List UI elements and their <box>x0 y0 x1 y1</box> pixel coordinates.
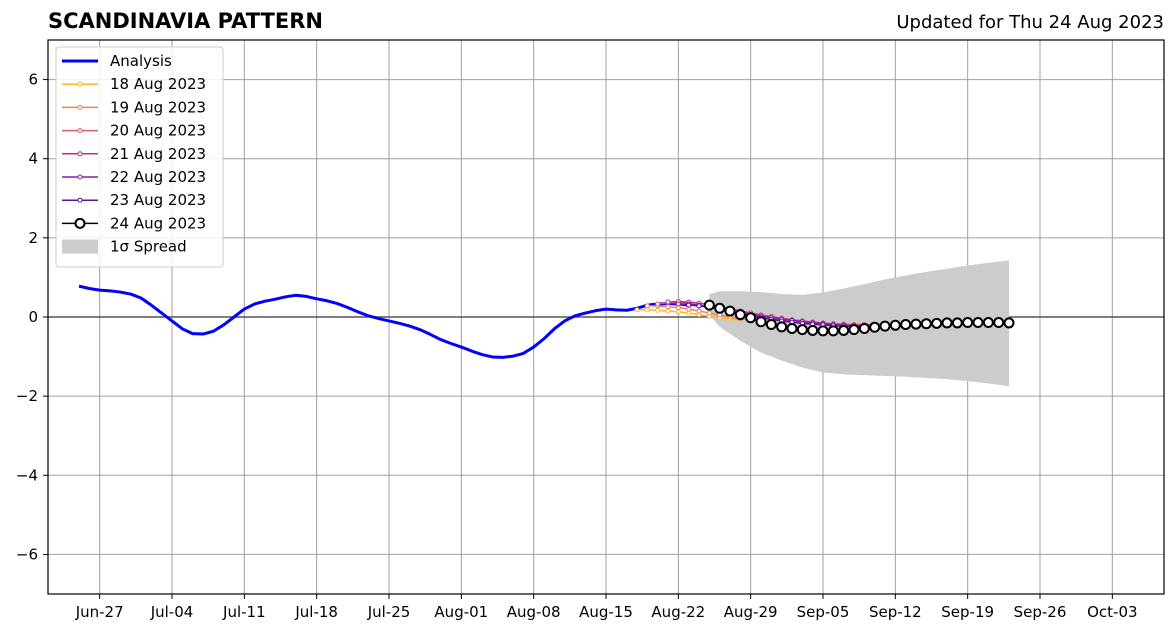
y-tick-label: −2 <box>16 387 38 405</box>
latest-forecast-point <box>900 319 912 331</box>
legend-label: 19 Aug 2023 <box>110 98 206 116</box>
latest-forecast-point <box>1003 317 1015 329</box>
forecast-point <box>686 310 692 316</box>
latest-forecast-point <box>724 305 736 317</box>
x-tick-label: Jun-27 <box>75 603 124 621</box>
x-tick-label: Jul-04 <box>150 603 194 621</box>
x-tick-label: Sep-26 <box>1014 603 1067 621</box>
latest-forecast-point <box>786 322 798 334</box>
forecast-point <box>644 307 650 313</box>
x-tick-label: Jul-11 <box>222 603 266 621</box>
legend-label: 1σ Spread <box>110 238 187 256</box>
latest-forecast-point <box>910 318 922 330</box>
forecast-point <box>655 307 661 313</box>
latest-forecast-point <box>858 322 870 334</box>
legend-marker <box>77 174 83 180</box>
legend-label: 23 Aug 2023 <box>110 191 206 209</box>
x-tick-label: Sep-19 <box>941 603 994 621</box>
latest-forecast-point <box>993 317 1005 329</box>
legend-swatch-spread <box>62 239 98 254</box>
legend-marker <box>77 104 83 110</box>
forecast-point <box>634 307 640 313</box>
forecast-point <box>665 299 671 305</box>
forecast-point <box>696 308 702 314</box>
latest-forecast-point <box>765 319 777 331</box>
latest-forecast-point <box>827 325 839 337</box>
forecast-point <box>665 304 671 310</box>
x-tick-label: Aug-15 <box>579 603 633 621</box>
latest-forecast-point <box>848 324 860 336</box>
forecast-point <box>686 302 692 308</box>
latest-forecast-point <box>734 309 746 321</box>
x-tick-label: Aug-29 <box>724 603 778 621</box>
x-tick-label: Aug-08 <box>507 603 561 621</box>
latest-forecast-point <box>776 321 788 333</box>
y-tick-label: 6 <box>28 71 38 89</box>
forecast-point <box>675 301 681 307</box>
y-tick-label: 0 <box>28 308 38 326</box>
y-tick-label: −6 <box>16 545 38 563</box>
latest-forecast-point <box>817 325 829 337</box>
chart-title: SCANDINAVIA PATTERN <box>48 9 323 33</box>
forecast-point <box>706 310 712 316</box>
latest-forecast-point <box>755 316 767 328</box>
legend-marker <box>77 81 83 87</box>
legend-label: 24 Aug 2023 <box>110 214 206 232</box>
legend-label: 22 Aug 2023 <box>110 168 206 186</box>
latest-forecast-point <box>951 317 963 329</box>
latest-forecast-point <box>941 317 953 329</box>
series-line-analysis <box>78 284 689 359</box>
latest-forecast-point <box>889 319 901 331</box>
y-tick-label: 4 <box>28 150 38 168</box>
latest-forecast-point <box>972 317 984 329</box>
latest-forecast-point <box>982 317 994 329</box>
legend-label: Analysis <box>110 52 172 70</box>
legend-marker <box>77 197 83 203</box>
forecast-point <box>696 303 702 309</box>
forecast-point <box>686 306 692 312</box>
latest-forecast-point <box>879 320 891 332</box>
x-tick-label: Sep-05 <box>797 603 850 621</box>
plot-frame <box>47 39 1165 595</box>
latest-forecast-point <box>703 299 715 311</box>
x-tick-label: Oct-03 <box>1087 603 1137 621</box>
latest-forecast-point <box>869 321 881 333</box>
legend-box <box>55 46 224 268</box>
latest-forecast-point <box>838 324 850 336</box>
x-tick-label: Jul-18 <box>294 603 338 621</box>
legend: Analysis 18 Aug 2023 19 Aug 2023 20 Aug 202… <box>55 46 224 268</box>
forecast-point <box>644 303 650 309</box>
series-layer <box>78 284 1015 359</box>
spread-band <box>709 260 1009 387</box>
y-tick-label: 2 <box>28 229 38 247</box>
forecast-point <box>675 309 681 315</box>
chart-subtitle: Updated for Thu 24 Aug 2023 <box>896 12 1164 33</box>
spread-layer <box>709 260 1009 387</box>
x-tick-label: Jul-25 <box>367 603 411 621</box>
latest-forecast-point <box>807 324 819 336</box>
x-tick-label: Aug-01 <box>434 603 488 621</box>
legend-marker <box>77 151 83 157</box>
legend-marker <box>77 128 83 134</box>
x-tick-label: Sep-12 <box>869 603 922 621</box>
latest-forecast-point <box>931 317 943 329</box>
latest-forecast-point <box>745 312 757 324</box>
latest-forecast-point <box>796 324 808 336</box>
axes-layer: Jun-27 Jul-04 Jul-11 Jul-18 Jul-25 Aug-01 Aug-… <box>16 39 1165 621</box>
legend-label: 20 Aug 2023 <box>110 122 206 140</box>
forecast-point <box>655 301 661 307</box>
legend-label: 21 Aug 2023 <box>110 145 206 163</box>
legend-marker <box>74 217 86 229</box>
forecast-point <box>665 308 671 314</box>
latest-forecast-point <box>714 302 726 314</box>
y-tick-label: −4 <box>16 466 38 484</box>
x-tick-label: Aug-22 <box>651 603 705 621</box>
latest-forecast-point <box>962 317 974 329</box>
legend-label: 18 Aug 2023 <box>110 75 206 93</box>
latest-forecast-point <box>920 318 932 330</box>
